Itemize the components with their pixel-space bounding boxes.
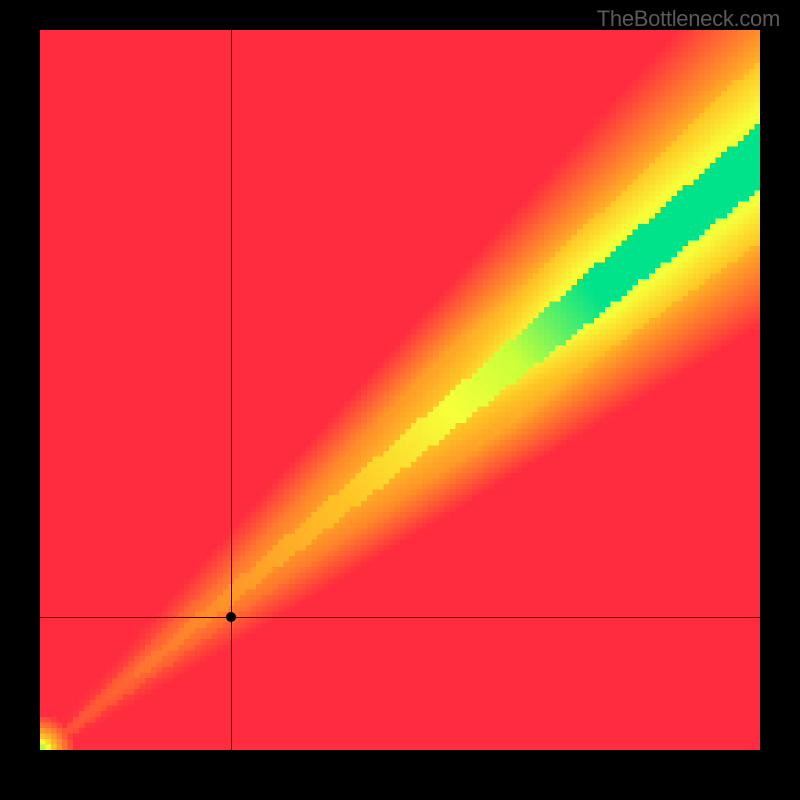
heatmap-plot bbox=[40, 30, 760, 750]
crosshair-vertical bbox=[231, 30, 232, 750]
crosshair-horizontal bbox=[40, 617, 760, 618]
watermark-text: TheBottleneck.com bbox=[597, 6, 780, 32]
outer-frame: TheBottleneck.com bbox=[0, 0, 800, 800]
heatmap-canvas bbox=[40, 30, 760, 750]
crosshair-dot bbox=[226, 612, 236, 622]
